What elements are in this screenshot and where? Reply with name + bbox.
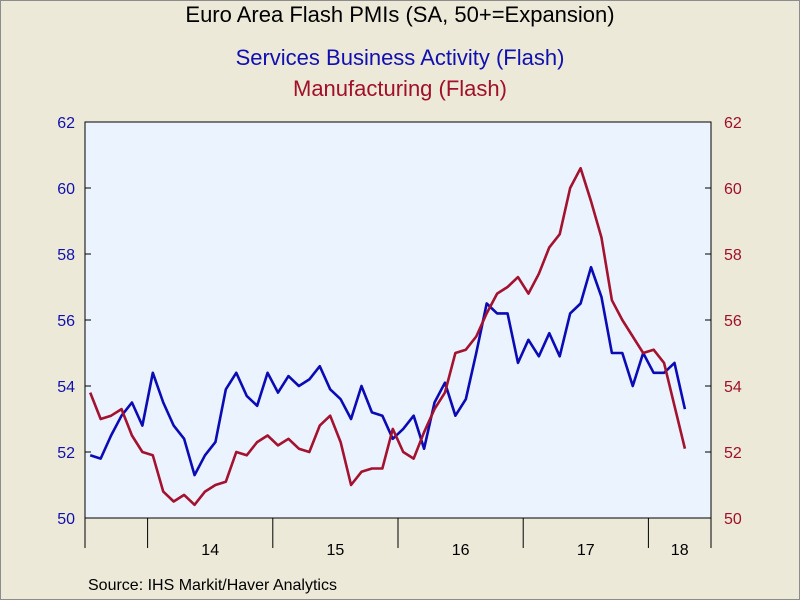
right-y-tick-label: 60: [724, 181, 742, 198]
x-year-label: 14: [201, 542, 219, 559]
left-y-tick-label: 58: [57, 247, 75, 264]
left-y-tick-label: 52: [57, 445, 75, 462]
manufacturing-series-title: Manufacturing (Flash): [293, 76, 507, 101]
source-note: Source: IHS Markit/Haver Analytics: [88, 577, 337, 594]
left-y-tick-label: 50: [57, 511, 75, 528]
left-y-tick-label: 54: [57, 379, 75, 396]
x-year-label: 15: [327, 542, 345, 559]
services-series-title: Services Business Activity (Flash): [235, 45, 565, 70]
right-y-tick-label: 50: [724, 511, 742, 528]
x-year-label: 16: [452, 542, 470, 559]
manufacturing-line: [89, 166, 687, 507]
right-y-tick-label: 62: [724, 115, 742, 132]
right-y-tick-label: 52: [724, 445, 742, 462]
x-year-label: 17: [577, 542, 595, 559]
right-y-tick-label: 56: [724, 313, 742, 330]
left-y-tick-label: 62: [57, 115, 75, 132]
services-line: [89, 265, 687, 477]
right-y-tick-label: 54: [724, 379, 742, 396]
chart-title: Euro Area Flash PMIs (SA, 50+=Expansion): [185, 2, 615, 27]
x-year-label: 18: [671, 542, 689, 559]
left-y-tick-label: 60: [57, 181, 75, 198]
right-y-tick-label: 58: [724, 247, 742, 264]
plot-area: [84, 121, 712, 519]
left-y-tick-label: 56: [57, 313, 75, 330]
